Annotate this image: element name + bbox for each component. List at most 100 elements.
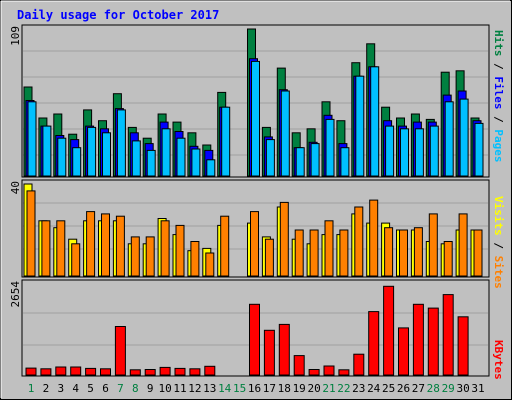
bar-sites-day-1 (26, 190, 36, 277)
bar-pages-day-16 (251, 60, 260, 177)
bar-kbytes-day-27 (412, 303, 424, 376)
legend-sep-2: / (492, 116, 505, 123)
day-label-20: 20 (307, 382, 320, 395)
day-label-13: 13 (203, 382, 216, 395)
day-label-9: 9 (147, 382, 154, 395)
bar-kbytes-day-29 (442, 294, 454, 376)
day-label-14: 14 (218, 382, 232, 395)
bar-kbytes-day-1 (25, 367, 37, 376)
bar-pages-day-7 (116, 109, 126, 177)
bar-sites-day-28 (428, 213, 438, 277)
bar-pages-day-11 (176, 137, 186, 177)
bar-kbytes-day-18 (278, 323, 290, 376)
bar-kbytes-day-24 (368, 311, 380, 376)
bar-kbytes-day-8 (129, 369, 141, 376)
bar-sites-day-5 (86, 211, 96, 277)
bar-sites-day-3 (56, 220, 66, 277)
bar-sites-day-16 (250, 211, 259, 277)
legend-kbytes: KBytes (492, 340, 505, 380)
day-label-6: 6 (102, 382, 109, 395)
legend-sites: Sites (492, 256, 505, 289)
bar-pages-day-19 (295, 147, 305, 177)
day-label-7: 7 (117, 382, 124, 395)
bar-sites-day-4 (71, 243, 81, 277)
bar-pages-day-22 (340, 147, 350, 177)
bar-kbytes-day-28 (427, 307, 439, 376)
bar-pages-day-1 (27, 101, 37, 177)
x-axis-day-labels: 1 2 3 4 5 6 7 8 9 10 11 12 13 14 15 16 17 18 19 20 21 22 23 24 2… (28, 382, 485, 395)
bar-pages-day-30 (459, 98, 469, 177)
bar-kbytes-day-7 (114, 326, 126, 376)
bar-kbytes-day-6 (100, 368, 111, 376)
bar-kbytes-day-23 (353, 353, 365, 376)
legend-sep-1: / (492, 63, 505, 70)
bar-sites-day-14 (220, 215, 230, 277)
bar-kbytes-day-16 (249, 303, 260, 376)
middle-legend: Visits / Sites (492, 196, 505, 289)
bar-sites-day-6 (101, 213, 110, 277)
day-label-22: 22 (337, 382, 350, 395)
bar-kbytes-day-11 (174, 367, 186, 376)
day-label-21: 21 (322, 382, 335, 395)
bar-pages-day-25 (385, 125, 395, 177)
bar-kbytes-day-19 (293, 355, 305, 376)
chart-title: Daily usage for October 2017 (17, 8, 219, 22)
legend-sep-3: / (492, 242, 505, 249)
bar-pages-day-14 (221, 106, 231, 177)
bar-sites-day-19 (294, 229, 304, 277)
bar-kbytes-day-22 (338, 369, 350, 376)
bar-kbytes-day-10 (159, 366, 171, 376)
day-label-27: 27 (412, 382, 425, 395)
day-label-3: 3 (57, 382, 64, 395)
bar-sites-day-11 (175, 224, 185, 277)
bar-sites-day-25 (384, 227, 394, 277)
bar-sites-day-12 (190, 241, 200, 277)
day-label-12: 12 (188, 382, 201, 395)
middle-ymax-label: 40 (9, 181, 22, 194)
day-label-10: 10 (158, 382, 171, 395)
bar-sites-day-26 (399, 229, 408, 277)
bar-sites-day-31 (473, 229, 483, 277)
bar-pages-day-21 (325, 118, 335, 177)
day-label-5: 5 (87, 382, 94, 395)
legend-visits: Visits (492, 196, 505, 236)
day-label-18: 18 (278, 382, 291, 395)
day-label-19: 19 (293, 382, 306, 395)
day-label-26: 26 (397, 382, 410, 395)
bar-pages-day-12 (191, 148, 201, 177)
day-label-16: 16 (248, 382, 261, 395)
bar-pages-day-31 (474, 122, 484, 177)
day-label-4: 4 (72, 382, 79, 395)
bar-sites-day-22 (339, 229, 349, 277)
bar-pages-day-27 (414, 128, 424, 177)
bar-pages-day-13 (206, 159, 216, 177)
top-legend: Hits / Files / Pages (492, 30, 505, 163)
bar-pages-day-20 (310, 143, 320, 177)
bar-sites-day-2 (41, 220, 51, 277)
bar-sites-day-27 (413, 227, 423, 277)
top-ymax-label: 109 (9, 26, 22, 46)
day-label-23: 23 (352, 382, 365, 395)
day-label-29: 29 (442, 382, 455, 395)
bar-kbytes-day-13 (204, 365, 216, 376)
bar-pages-day-5 (87, 126, 97, 177)
bar-pages-day-6 (102, 132, 111, 177)
bar-kbytes-day-9 (144, 369, 156, 376)
panel-top-bars (23, 28, 488, 177)
bar-pages-day-2 (42, 125, 52, 177)
bar-pages-day-28 (429, 125, 439, 177)
bar-pages-day-9 (146, 149, 156, 177)
bar-kbytes-day-3 (55, 366, 67, 376)
bar-pages-day-18 (280, 90, 290, 177)
legend-hits: Hits (492, 30, 505, 57)
panel-middle-bars (23, 183, 488, 277)
bar-kbytes-day-20 (308, 369, 320, 376)
bottom-ymax-label: 2654 (9, 281, 22, 308)
day-label-15: 15 (233, 382, 246, 395)
bar-sites-day-8 (130, 236, 140, 277)
bar-sites-day-30 (458, 213, 468, 277)
bar-pages-day-4 (72, 147, 82, 177)
bar-sites-day-29 (443, 241, 453, 277)
bar-kbytes-day-26 (398, 327, 409, 376)
bar-kbytes-day-12 (189, 368, 201, 376)
